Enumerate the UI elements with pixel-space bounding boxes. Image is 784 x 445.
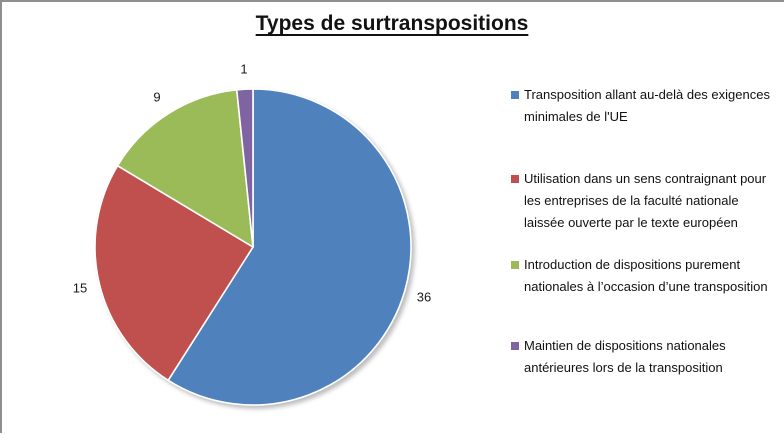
pie-slice-utilisation-sens-contraignant[interactable]: [94, 164, 254, 382]
legend-item-label: Introduction de dispositions purement na…: [524, 257, 768, 294]
legend-swatch-icon: [511, 261, 519, 269]
legend-item-label: Maintien de dispositions nationales anté…: [524, 338, 726, 375]
legend-item-utilisation-sens-contraignant[interactable]: Utilisation dans un sens contraignant po…: [511, 168, 779, 234]
chart-frame-border-left: [0, 0, 2, 433]
pie-slice-introduction-dispositions-nationales[interactable]: [116, 89, 254, 248]
legend-item-introduction-dispositions-nationales[interactable]: Introduction de dispositions purement na…: [511, 254, 779, 298]
pie-slice-maintien-dispositions-anterieures[interactable]: [235, 88, 254, 248]
chart-legend: Transposition allant au-delà des exigenc…: [511, 0, 779, 445]
pie-chart: [94, 88, 412, 406]
legend-item-transposition-au-dela[interactable]: Transposition allant au-delà des exigenc…: [511, 84, 779, 128]
legend-swatch-icon: [511, 342, 519, 350]
chart-title[interactable]: Types de surtranspositions: [255, 12, 529, 35]
legend-swatch-icon: [511, 175, 519, 183]
legend-item-maintien-dispositions-anterieures[interactable]: Maintien de dispositions nationales anté…: [511, 335, 779, 379]
legend-item-label: Utilisation dans un sens contraignant po…: [524, 171, 767, 230]
legend-item-label: Transposition allant au-delà des exigenc…: [524, 87, 770, 124]
legend-swatch-icon: [511, 91, 519, 99]
pie-slice-transposition-au-dela[interactable]: [167, 88, 412, 406]
chart-frame-border-top: [0, 0, 784, 2]
